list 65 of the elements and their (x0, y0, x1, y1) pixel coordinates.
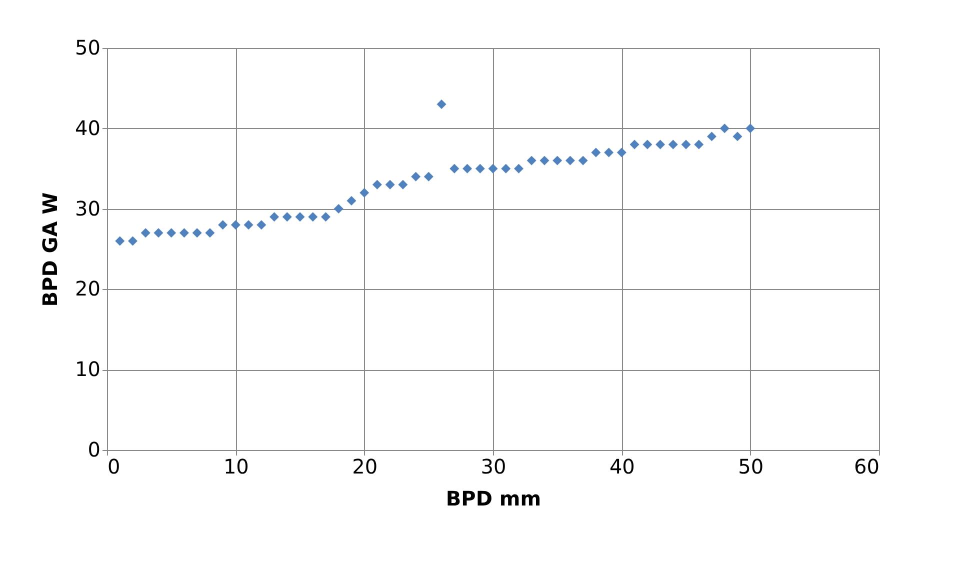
point (475, 164, 485, 174)
point (578, 156, 588, 166)
point (128, 236, 138, 246)
point (115, 236, 125, 246)
point (192, 228, 202, 238)
point (565, 156, 575, 166)
point (604, 148, 614, 158)
point (424, 172, 434, 182)
point (630, 140, 640, 150)
y-tick-label: 10 (75, 357, 100, 382)
point (462, 164, 472, 174)
y-tick-label: 0 (88, 438, 100, 462)
point (154, 228, 164, 238)
point (218, 220, 228, 230)
x-tick-label: 20 (352, 454, 378, 478)
point (346, 196, 356, 206)
point (360, 188, 370, 198)
point (732, 132, 742, 142)
point (436, 100, 446, 110)
point (256, 220, 266, 230)
point (244, 220, 254, 230)
point (526, 156, 536, 166)
x-tick-label: 10 (223, 454, 249, 478)
x-tick-label: 30 (480, 454, 506, 478)
point (230, 220, 240, 230)
point (450, 164, 460, 174)
point (488, 164, 498, 174)
point (295, 212, 305, 222)
y-tick-label: 20 (75, 276, 100, 301)
point (668, 140, 678, 150)
point (179, 228, 189, 238)
point (591, 148, 601, 158)
point (694, 140, 704, 150)
x-tick-label: 60 (854, 454, 880, 478)
point (501, 164, 511, 174)
y-axis-title: BPD GA W (38, 192, 62, 307)
point (746, 124, 756, 134)
y-tick-label: 50 (75, 36, 100, 60)
y-tick-label: 40 (75, 116, 100, 140)
point (385, 180, 395, 190)
point (398, 180, 408, 190)
point (616, 148, 626, 158)
point (720, 124, 730, 134)
x-tick-label: 40 (609, 454, 635, 478)
point (282, 212, 292, 222)
point (166, 228, 176, 238)
x-tick-label: 0 (108, 454, 120, 478)
point (334, 204, 344, 214)
point (514, 164, 524, 174)
x-axis-title: BPD mm (446, 486, 542, 510)
x-tick-label: 50 (738, 454, 764, 478)
point (540, 156, 550, 166)
point (270, 212, 280, 222)
point (642, 140, 652, 150)
point (308, 212, 318, 222)
y-tick-label: 30 (75, 196, 100, 220)
point (706, 132, 716, 142)
point (140, 228, 150, 238)
point (656, 140, 666, 150)
point (411, 172, 421, 182)
point (552, 156, 562, 166)
point (320, 212, 330, 222)
point (681, 140, 691, 150)
point (372, 180, 382, 190)
point (205, 228, 215, 238)
